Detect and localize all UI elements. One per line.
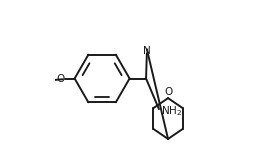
Text: O: O [165,87,173,97]
Text: NH$_2$: NH$_2$ [161,104,182,118]
Text: O: O [57,73,65,84]
Text: N: N [143,46,151,56]
